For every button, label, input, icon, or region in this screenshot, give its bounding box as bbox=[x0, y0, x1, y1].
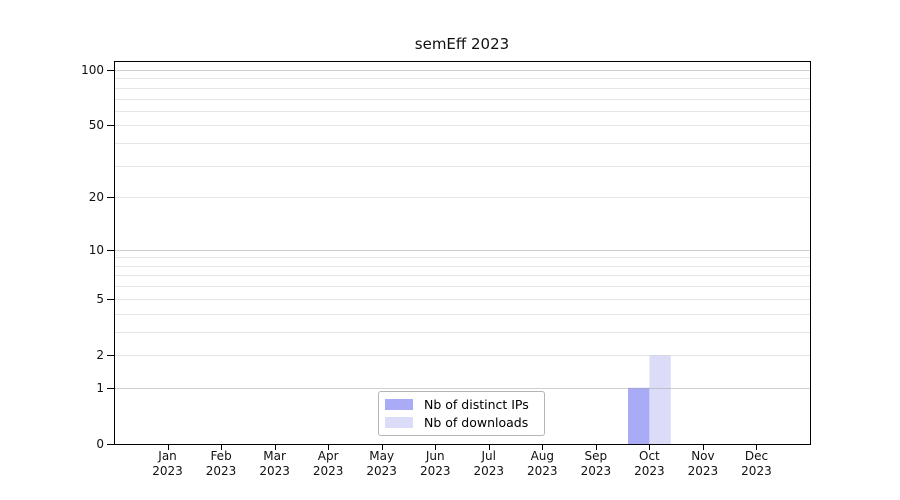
y-tick-label-2: 2 bbox=[96, 347, 104, 362]
x-tick-label-mar: Mar 2023 bbox=[243, 449, 307, 479]
year-label: 2023 bbox=[205, 464, 237, 478]
legend-item-downloads: Nb of downloads bbox=[385, 414, 538, 431]
distinct-ips-swatch bbox=[385, 399, 413, 411]
legend-item-label: Nb of distinct IPs bbox=[424, 397, 529, 413]
year-label: 2023 bbox=[152, 464, 183, 478]
legend-item-label: Nb of downloads bbox=[424, 414, 529, 430]
bar-oct-1 bbox=[649, 355, 671, 444]
legend-item-distinct-ips: Nb of distinct IPs bbox=[385, 396, 538, 413]
gridlines-group bbox=[114, 70, 810, 389]
month-label: Mar bbox=[263, 449, 286, 463]
year-label: 2023 bbox=[419, 464, 451, 478]
month-label: May bbox=[369, 449, 395, 463]
axes-group bbox=[107, 60, 812, 450]
x-tick-label-may: May 2023 bbox=[350, 449, 414, 479]
year-label: 2023 bbox=[312, 464, 344, 478]
y-tick-label-10: 10 bbox=[88, 242, 104, 257]
month-label: Dec bbox=[744, 449, 769, 463]
year-label: 2023 bbox=[580, 464, 612, 478]
x-tick-label-apr: Apr 2023 bbox=[296, 449, 360, 479]
x-tick-label-jan: Jan 2023 bbox=[136, 449, 200, 479]
bar-oct-0 bbox=[628, 387, 650, 444]
month-label: Oct bbox=[639, 449, 660, 463]
x-tick-label-nov: Nov 2023 bbox=[671, 449, 735, 479]
month-label: Aug bbox=[530, 449, 555, 463]
month-label: Sep bbox=[584, 449, 608, 463]
year-label: 2023 bbox=[259, 464, 290, 478]
year-label: 2023 bbox=[366, 464, 397, 478]
y-tick-label-20: 20 bbox=[88, 190, 104, 205]
legend: Nb of distinct IPs Nb of downloads bbox=[378, 391, 545, 436]
year-label: 2023 bbox=[634, 464, 665, 478]
y-tick-label-0: 0 bbox=[96, 437, 104, 451]
year-label: 2023 bbox=[473, 464, 505, 478]
x-tick-label-oct: Oct 2023 bbox=[617, 449, 681, 479]
bars-group bbox=[628, 355, 671, 444]
x-tick-label-feb: Feb 2023 bbox=[189, 449, 253, 479]
y-tick-label-100: 100 bbox=[81, 62, 104, 77]
x-tick-label-jul: Jul 2023 bbox=[457, 449, 521, 479]
downloads-swatch bbox=[385, 416, 413, 428]
month-label: Jun bbox=[425, 449, 445, 463]
y-tick-label-5: 5 bbox=[96, 291, 104, 306]
month-label: Jan bbox=[158, 449, 177, 463]
plot-border bbox=[113, 60, 812, 446]
year-label: 2023 bbox=[741, 464, 772, 478]
month-label: Nov bbox=[691, 449, 715, 463]
y-tick-label-50: 50 bbox=[88, 118, 104, 133]
x-tick-label-sep: Sep 2023 bbox=[564, 449, 628, 479]
month-label: Apr bbox=[317, 449, 339, 463]
x-tick-label-aug: Aug 2023 bbox=[510, 449, 574, 479]
x-tick-label-dec: Dec 2023 bbox=[724, 449, 788, 479]
x-tick-label-jun: Jun 2023 bbox=[403, 449, 467, 479]
year-label: 2023 bbox=[687, 464, 719, 478]
month-label: Feb bbox=[210, 449, 232, 463]
year-label: 2023 bbox=[527, 464, 558, 478]
chart-title: semEff 2023 bbox=[414, 35, 510, 53]
month-label: Jul bbox=[481, 449, 496, 463]
y-tick-label-1: 1 bbox=[96, 380, 104, 395]
